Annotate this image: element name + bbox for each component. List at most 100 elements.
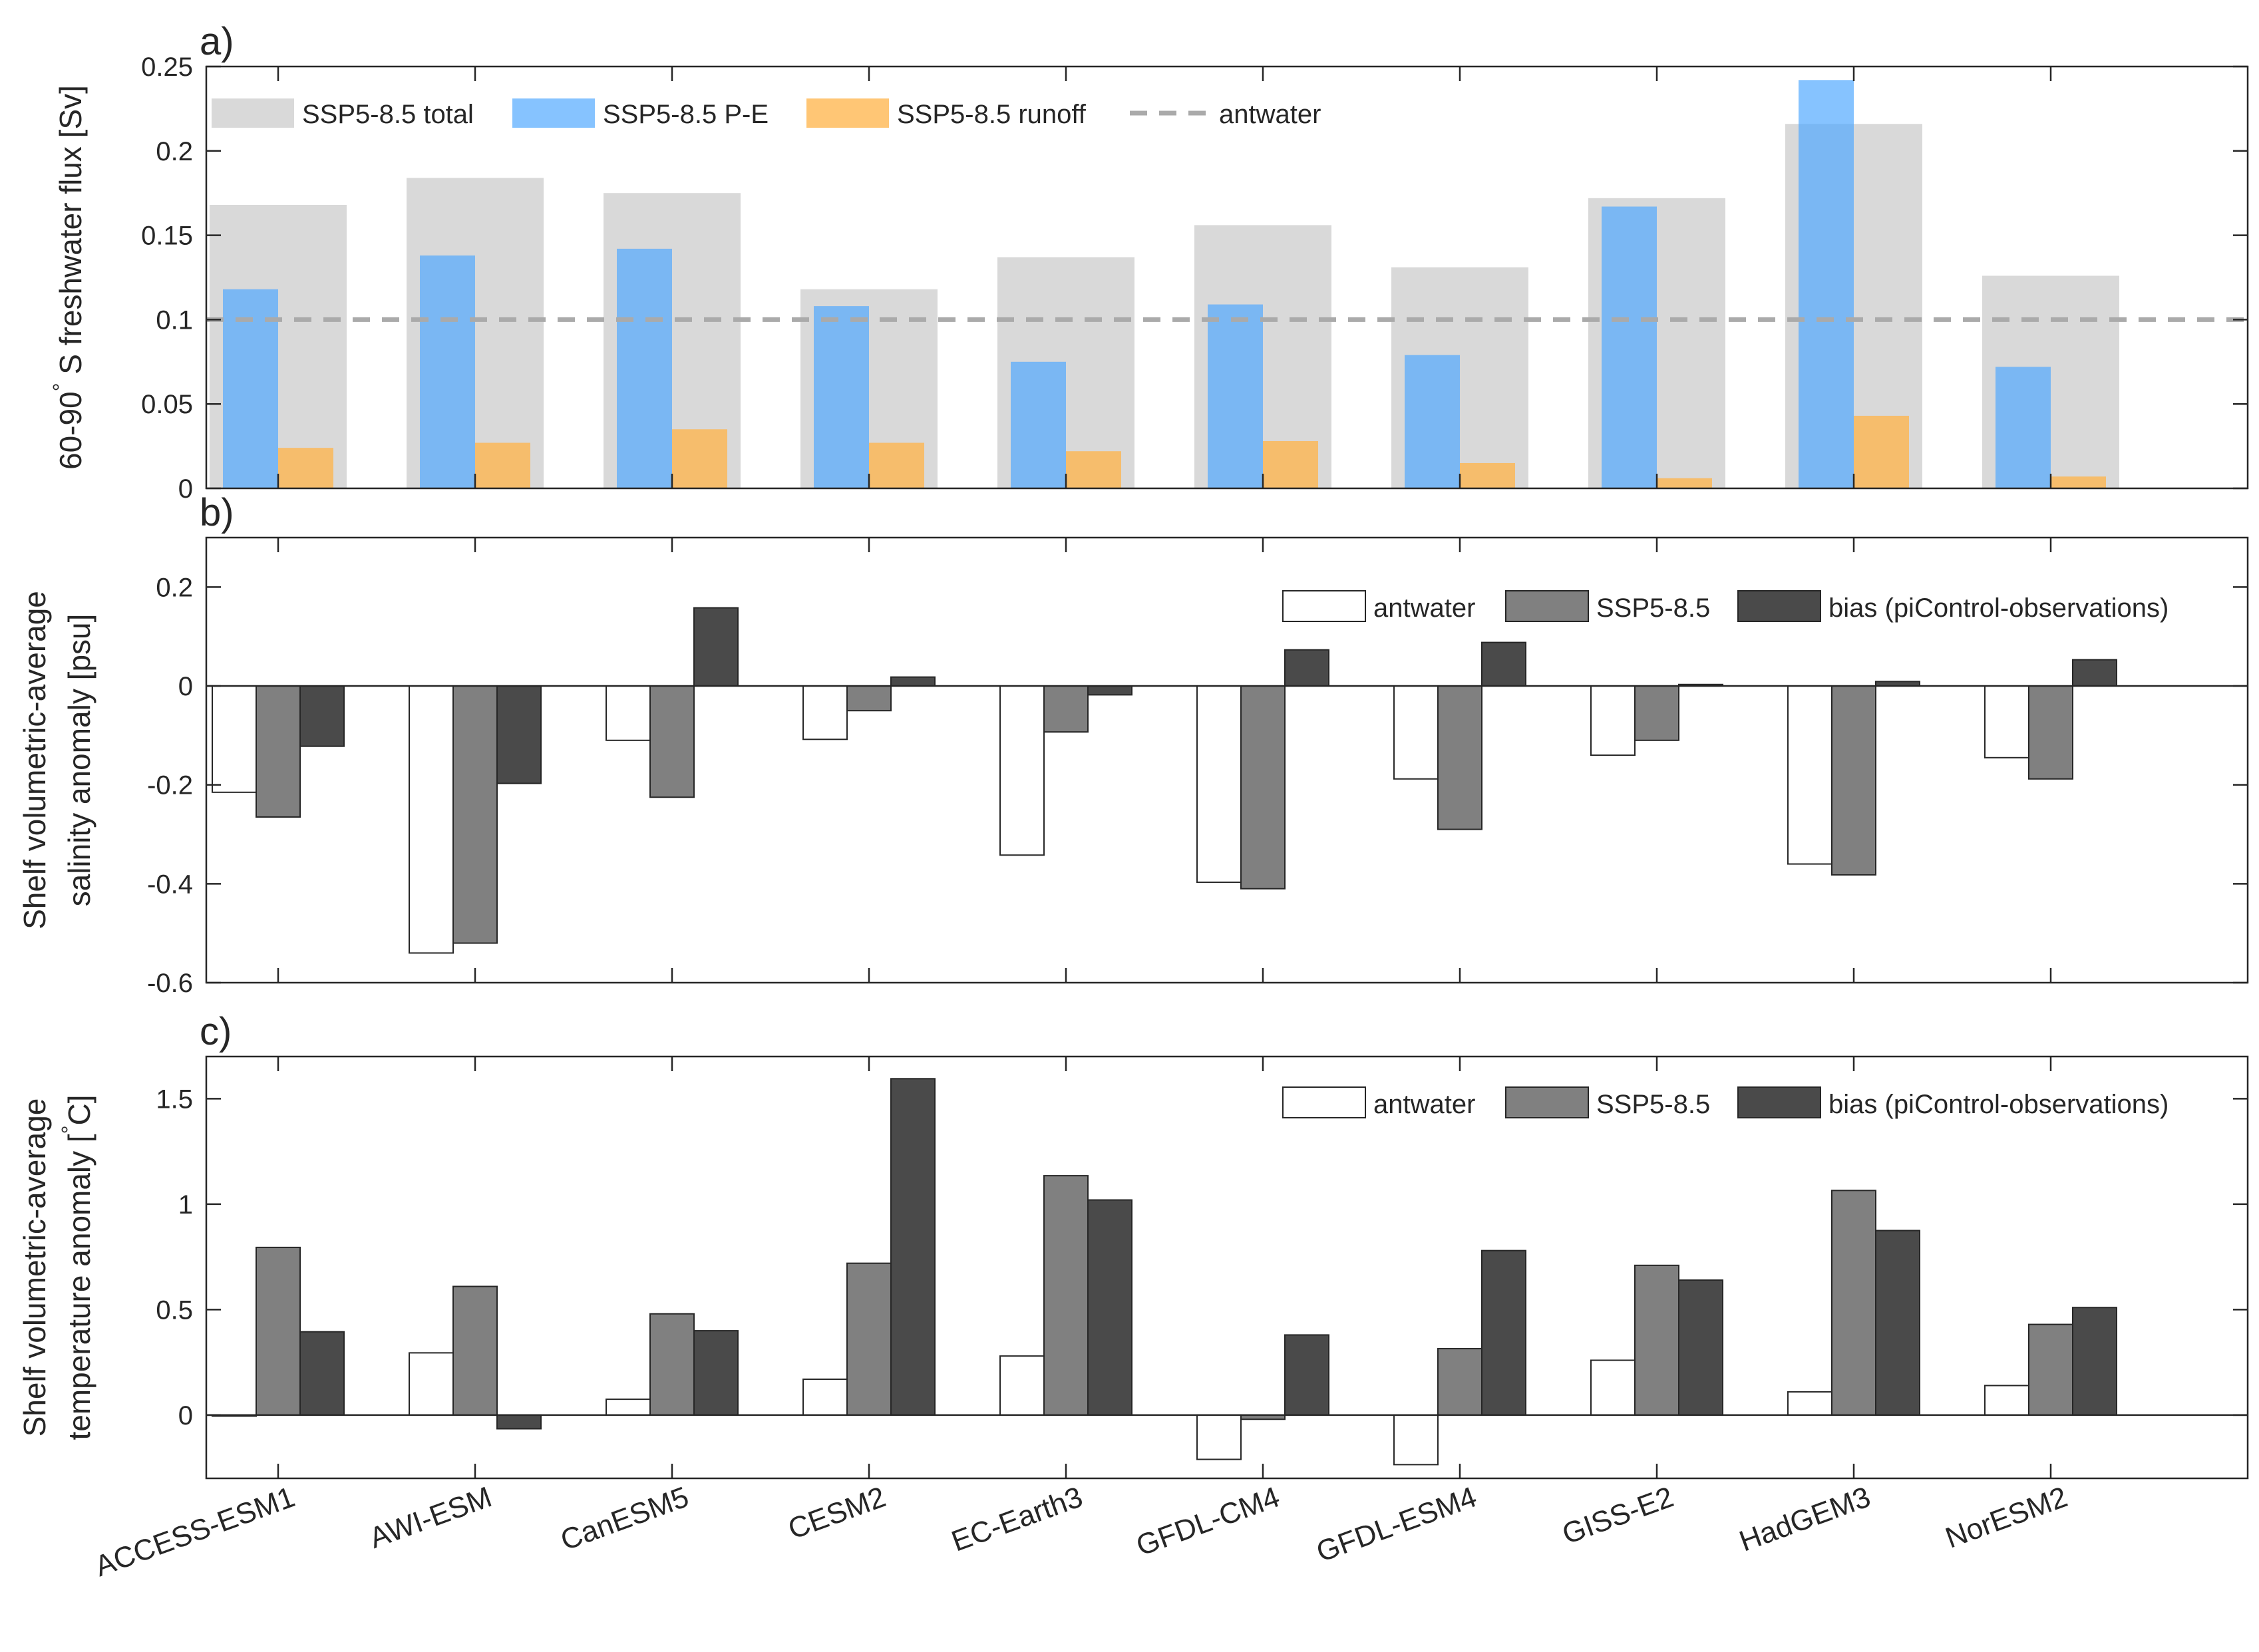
y-tick-label: -0.2 [147,771,193,800]
x-tick-label-gfdl-esm4: GFDL-ESM4 [1312,1480,1480,1568]
bar-bias-cesm2 [890,1078,936,1416]
bar-runoff-ec-earth3 [1066,451,1121,488]
degree-symbol: ° [57,1125,81,1134]
bar-runoff-awi-esm [475,442,530,488]
legend: SSP5-8.5 total SSP5-8.5 P-E SSP5-8.5 runof… [212,98,1321,129]
bar-ssp585-cesm2 [846,685,892,712]
legend-label: SSP5-8.5 [1596,593,1710,623]
y-tick-label: 0.05 [141,390,193,419]
y-axis: -0.6 -0.4 -0.2 0 0.2 [147,573,2248,998]
x-tick-labels: ACCESS-ESM1 AWI-ESM CanESM5 CESM2 EC-Earth3 G… [90,1480,2071,1583]
bar-bias-gfdl-cm4 [1284,1334,1329,1416]
legend-label: SSP5-8.5 total [302,100,474,129]
bar-pe-gfdl-esm4 [1405,355,1460,488]
legend-swatch-1 [512,98,595,128]
bar-bias-awi-esm [496,1414,542,1430]
bar-bias-gfdl-esm4 [1481,1249,1526,1416]
y-axis-label: 60-90° S freshwater flux [Sv] [49,85,88,470]
x-tick-label-hadgem3: HadGEM3 [1735,1480,1875,1558]
x-tick-label-gfdl-cm4: GFDL-CM4 [1132,1480,1284,1562]
bar-antwater-noresm2 [1984,1385,2029,1416]
bar-pe-access-esm1 [223,289,278,488]
y-axis: 0 0.5 1 1.5 [156,1084,2248,1430]
bar-pe-canesm5 [617,248,672,488]
bar-antwater-canesm5 [606,685,651,741]
bar-bias-noresm2 [2072,1307,2117,1416]
bar-runoff-cesm2 [869,442,924,488]
y-tick-label: -0.6 [147,969,193,998]
bar-pe-ec-earth3 [1011,361,1066,488]
panel-label: a) [200,20,234,63]
bar-runoff-access-esm1 [278,448,333,488]
bar-antwater-gfdl-cm4 [1196,1414,1242,1460]
y-axis-label-part: 60-90 [53,391,88,470]
bar-antwater-canesm5 [606,1399,651,1416]
bar-bias-canesm5 [693,607,739,687]
bar-ssp585-hadgem3 [1831,685,1876,876]
y-tick-label: 0.2 [156,573,193,602]
y-tick-label: -0.4 [147,870,193,899]
y-tick-label: 0.1 [156,305,193,335]
bar-bias-hadgem3 [1875,1230,1920,1416]
legend-swatch-0 [1282,590,1366,622]
bar-pe-gfdl-cm4 [1208,304,1263,488]
panel-label: c) [200,1010,232,1053]
bar-bias-gfdl-cm4 [1284,649,1329,687]
y-axis-label-line1: Shelf volumetric-average [17,591,52,929]
legend-swatch-2 [1737,590,1821,622]
y-axis-label-part: temperature anomaly [ [62,1134,96,1440]
bar-antwater-access-esm1 [212,685,257,793]
y-tick-label: 1.5 [156,1084,193,1114]
x-tick-label-noresm2: NorESM2 [1941,1480,2071,1554]
legend: antwater SSP5-8.5 bias (piControl-observat… [1282,590,2169,623]
y-tick-label: 0 [178,672,193,701]
bar-ssp585-gfdl-esm4 [1437,685,1482,830]
bar-ssp585-canesm5 [649,1313,695,1416]
bar-pe-awi-esm [420,255,475,488]
bar-antwater-ec-earth3 [999,1355,1045,1416]
legend: antwater SSP5-8.5 bias (piControl-observat… [1282,1086,2169,1119]
bar-pe-noresm2 [1996,367,2051,488]
bar-ssp585-gfdl-cm4 [1240,685,1286,890]
y-axis-label-line1: Shelf volumetric-average [17,1098,52,1437]
legend-label: antwater [1373,593,1475,623]
bar-bias-access-esm1 [299,685,345,747]
legend-label: bias (piControl-observations) [1828,593,2169,623]
bar-ssp585-access-esm1 [256,685,301,818]
bar-runoff-gfdl-esm4 [1460,462,1515,488]
x-tick-label-cesm2: CESM2 [784,1480,890,1546]
bar-antwater-giss-e2 [1590,1359,1636,1416]
y-tick-label: 1 [178,1190,193,1220]
axes-box [205,1055,2249,1480]
x-tick-label-access-esm1: ACCESS-ESM1 [90,1480,299,1583]
bar-ssp585-giss-e2 [1634,685,1679,741]
bar-pe-cesm2 [814,306,869,488]
bar-ssp585-awi-esm [452,1285,498,1416]
y-axis: 0 0.05 0.1 0.15 0.2 0.25 [141,53,2248,504]
bar-antwater-gfdl-esm4 [1393,1414,1439,1466]
y-tick-label: 0.15 [141,222,193,251]
bar-ssp585-noresm2 [2028,1323,2073,1416]
bar-pe-hadgem3 [1799,80,1854,488]
bar-antwater-awi-esm [409,1352,454,1416]
y-tick-label: 0.2 [156,137,193,166]
bar-bias-cesm2 [890,676,936,687]
bar-antwater-ec-earth3 [999,685,1045,856]
bar-bias-canesm5 [693,1330,739,1416]
y-axis-label-line2: salinity anomaly [psu] [62,614,96,907]
y-axis-label-line2: temperature anomaly [°C] [57,1094,96,1440]
bar-ssp585-canesm5 [649,685,695,798]
bar-runoff-noresm2 [2051,476,2106,488]
bar-ssp585-ec-earth3 [1043,1175,1089,1416]
legend-swatch-0 [212,98,294,128]
bar-ssp585-hadgem3 [1831,1190,1876,1416]
bar-runoff-hadgem3 [1854,415,1909,488]
bar-ssp585-gfdl-esm4 [1437,1348,1482,1416]
axes-box [205,536,2249,984]
y-axis-label-part: S freshwater flux [Sv] [53,85,88,383]
legend-swatch-0 [1282,1086,1366,1118]
bar-ssp585-giss-e2 [1634,1264,1679,1416]
bar-bias-gfdl-esm4 [1481,641,1526,687]
bar-runoff-gfdl-cm4 [1263,440,1318,488]
